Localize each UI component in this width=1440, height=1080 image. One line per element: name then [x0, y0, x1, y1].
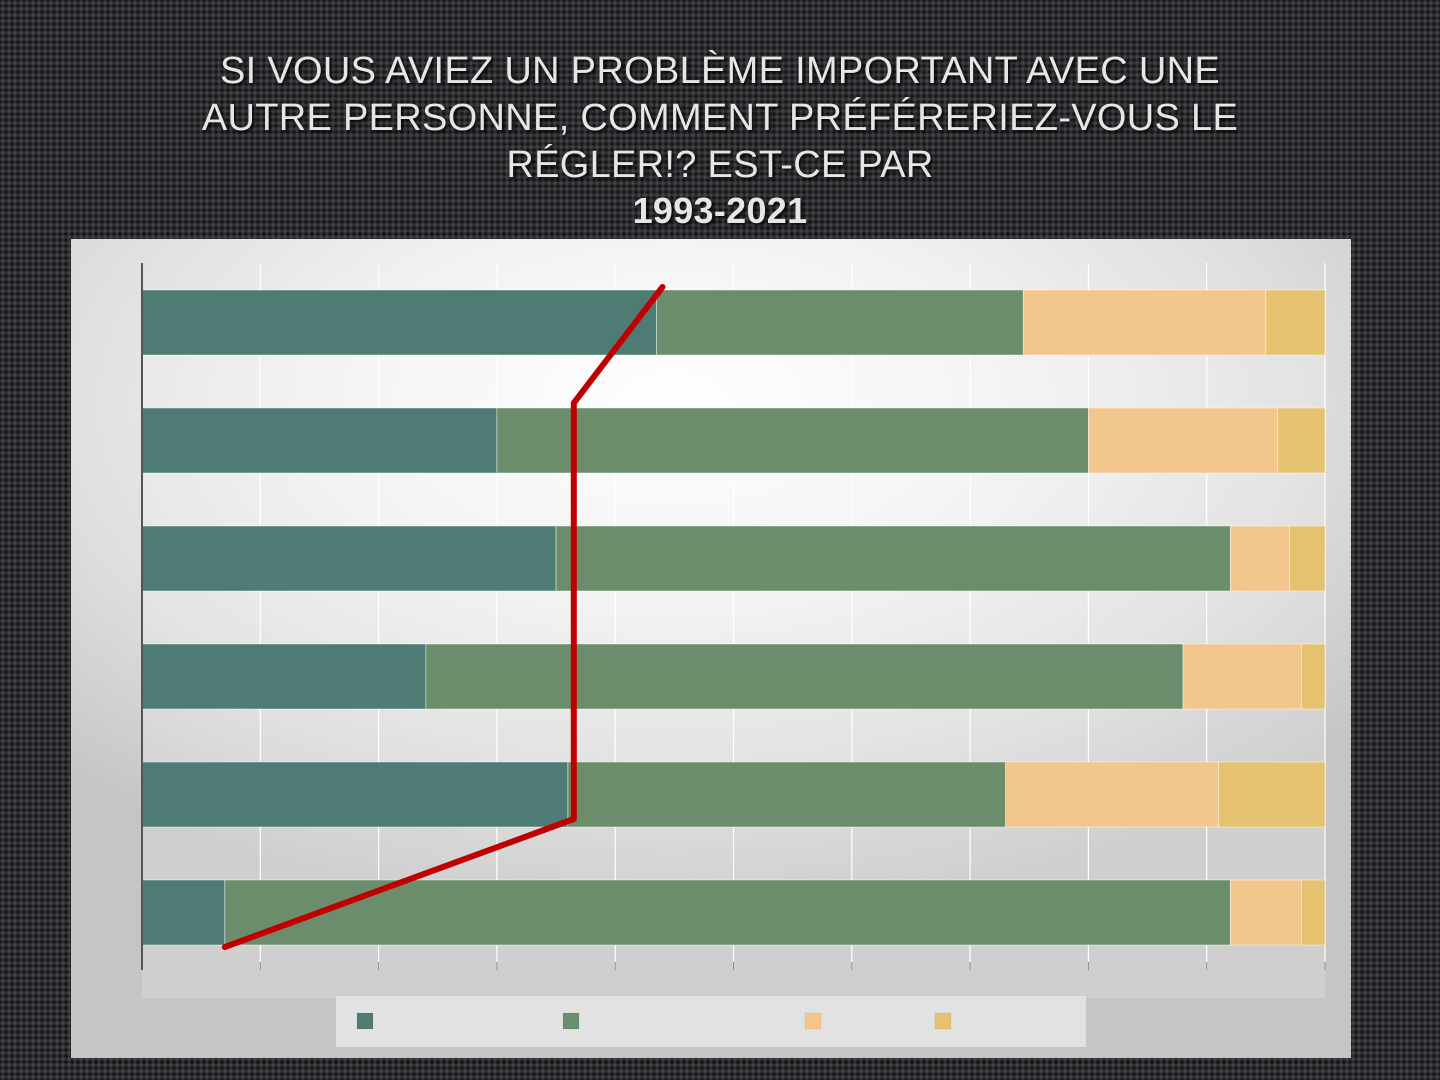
bar-segment: [1265, 289, 1326, 356]
bar-segment: [141, 879, 226, 946]
bar-segment: [141, 407, 498, 474]
trend-polyline: [221, 284, 666, 950]
bar-segment: [1300, 879, 1326, 946]
chart-panel: [71, 239, 1351, 1058]
bars: [141, 289, 1326, 946]
bar-segment: [1088, 407, 1279, 474]
axis: [141, 263, 1326, 970]
bar-segment: [224, 879, 1231, 946]
title-years: 1993-2021: [632, 190, 808, 231]
bar-segment: [1300, 643, 1326, 710]
legend-swatch: [356, 1012, 374, 1030]
bar-segment: [141, 643, 427, 710]
legend-swatch: [934, 1012, 952, 1030]
legend-swatch: [804, 1012, 822, 1030]
gridlines: [259, 263, 1326, 970]
legend: [336, 996, 1086, 1047]
title-text: SI VOUS AVIEZ UN PROBLÈME IMPORTANT AVEC…: [201, 50, 1239, 186]
stacked-bar-chart: [141, 263, 1326, 1047]
bar-segment: [1277, 407, 1326, 474]
bar-segment: [1182, 643, 1302, 710]
bar-segment: [141, 761, 569, 828]
bar-segment: [1289, 525, 1326, 592]
bar-segment: [425, 643, 1184, 710]
bar-segment: [1218, 761, 1326, 828]
bar-segment: [1005, 761, 1219, 828]
bar-segment: [567, 761, 1006, 828]
bar-segment: [656, 289, 1024, 356]
legend-swatch: [562, 1012, 580, 1030]
bar-segment: [1229, 525, 1290, 592]
bar-segment: [141, 525, 557, 592]
bar-segment: [555, 525, 1231, 592]
bar-segment: [1022, 289, 1267, 356]
bar-segment: [496, 407, 1089, 474]
bar-segment: [141, 289, 658, 356]
bar-segment: [1229, 879, 1302, 946]
slide-title: SI VOUS AVIEZ UN PROBLÈME IMPORTANT AVEC…: [170, 48, 1270, 233]
legend-box: [336, 996, 1086, 1047]
trend-line: [221, 284, 666, 950]
